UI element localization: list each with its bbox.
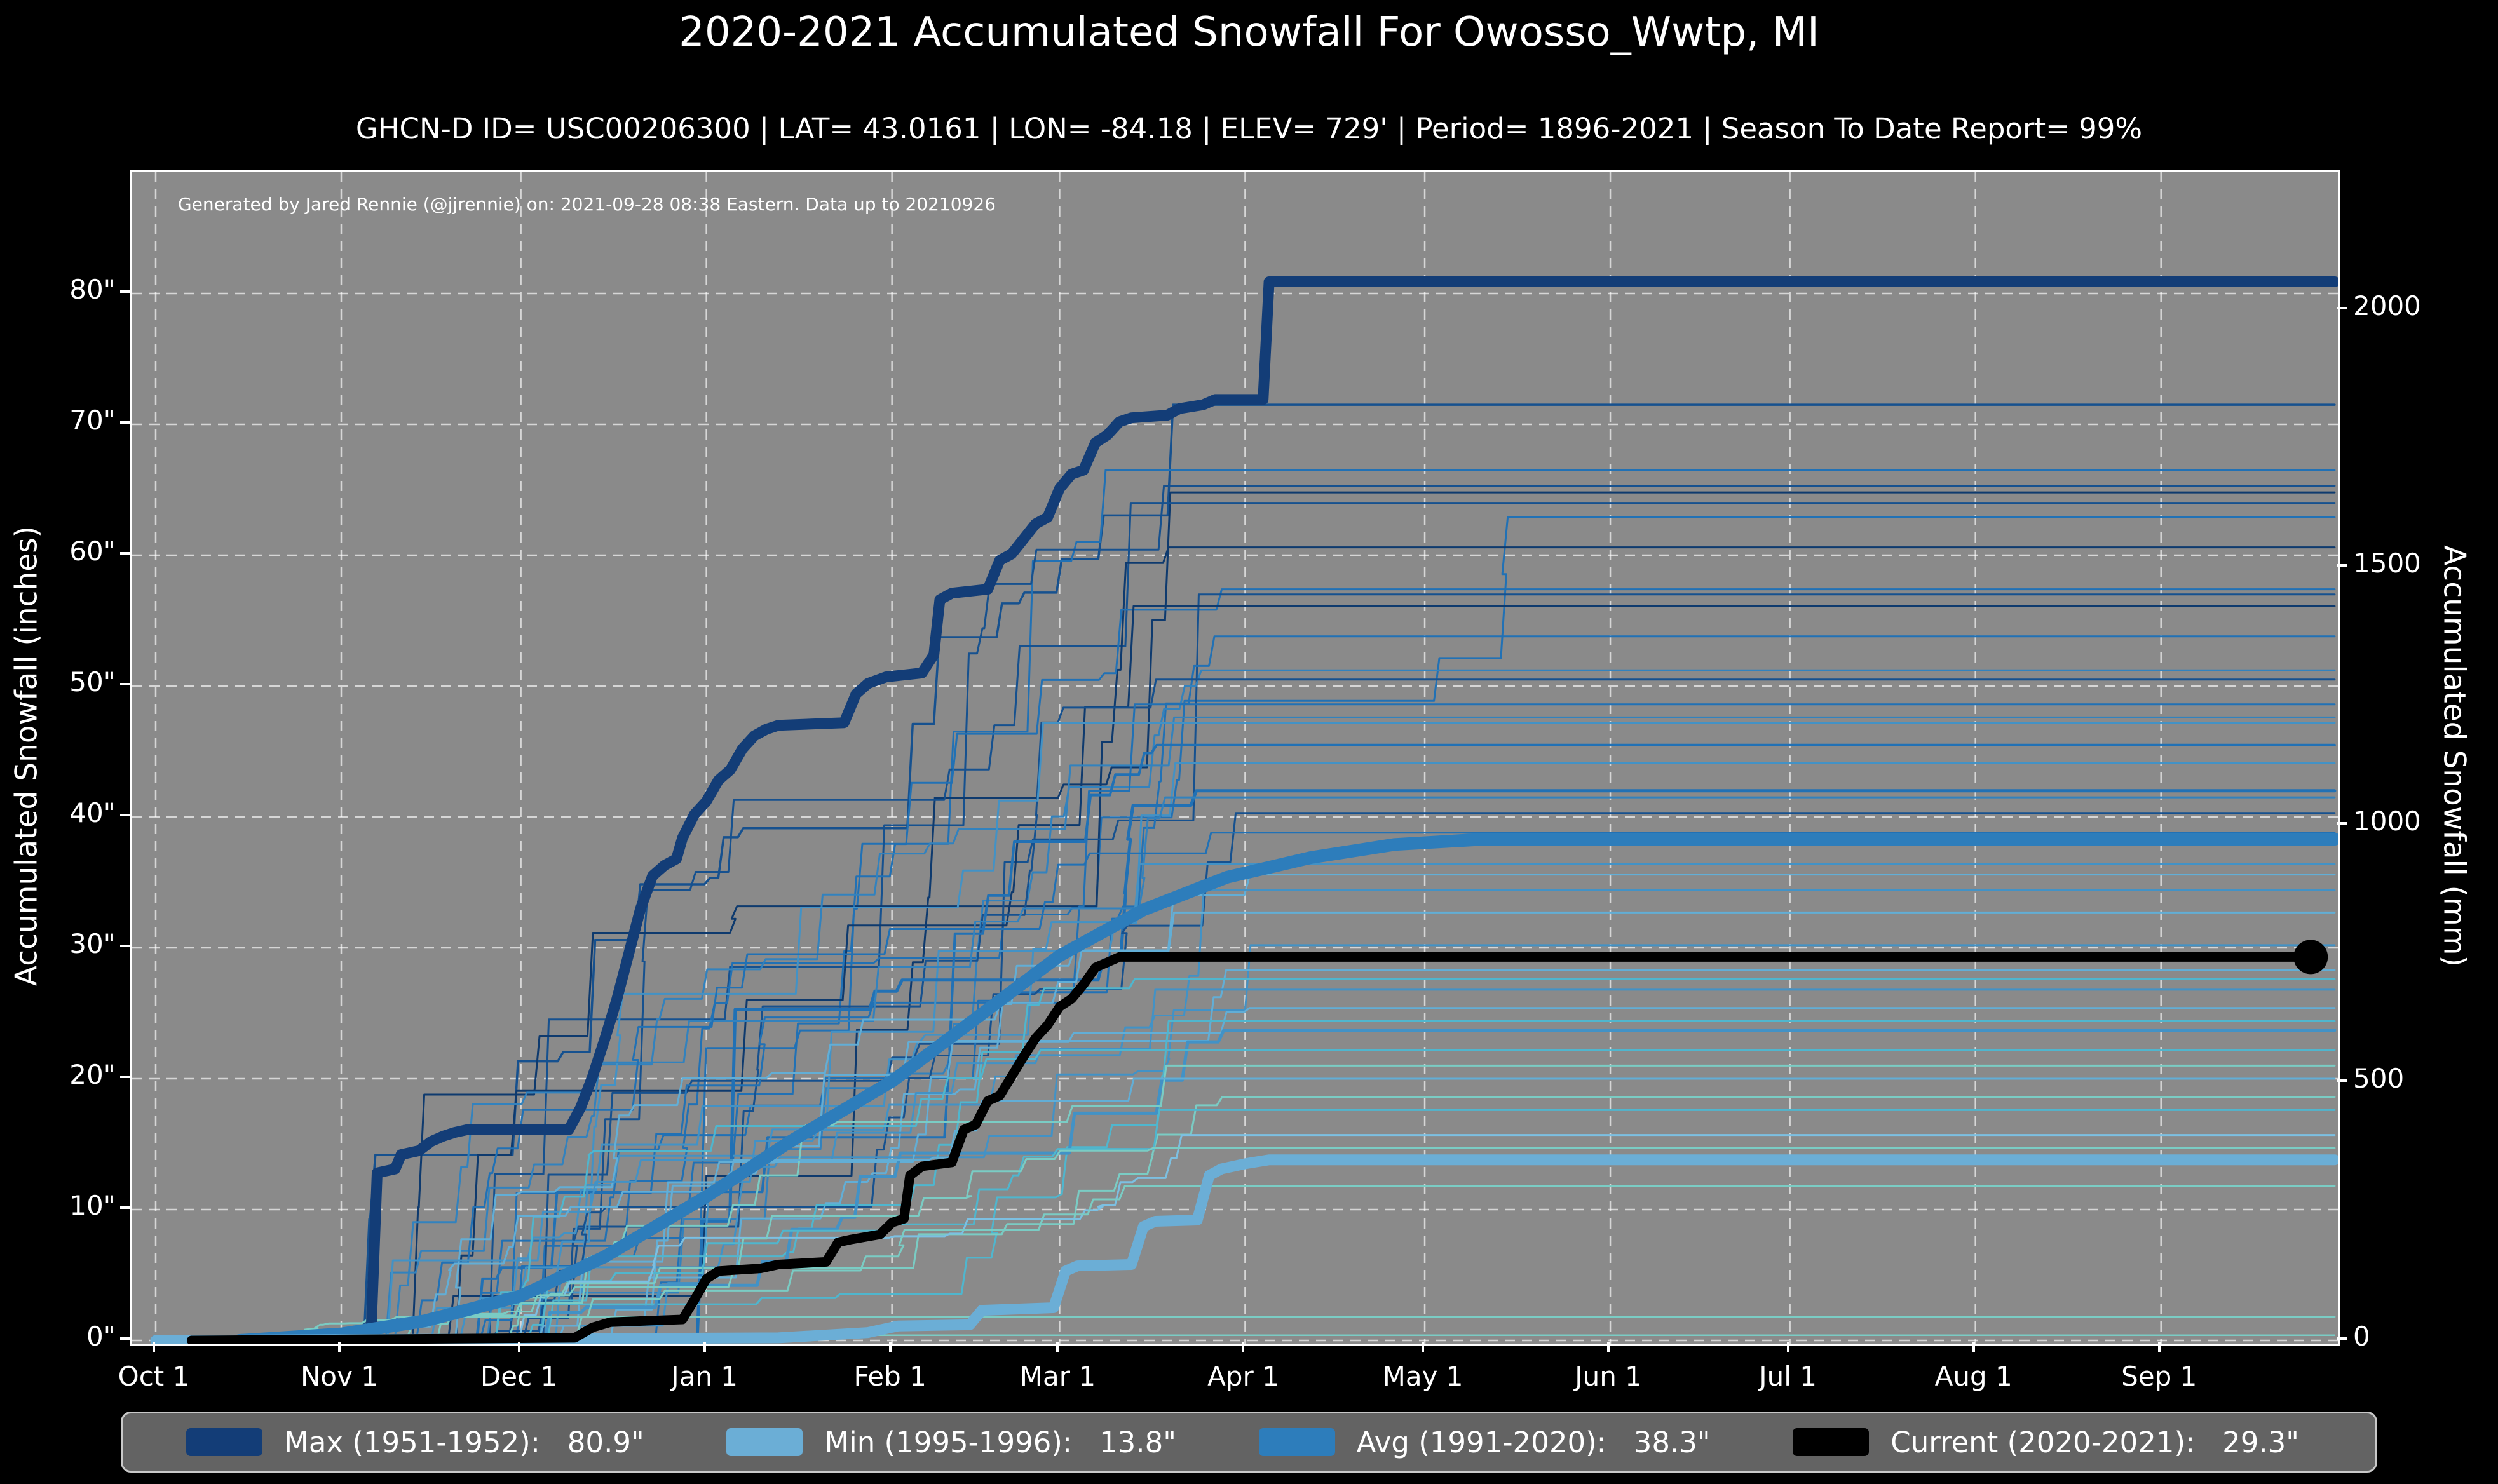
legend-item-avg: Avg (1991-2020): 38.3" <box>1258 1425 1711 1459</box>
y-tick-label-mm: 1000 <box>2353 805 2421 837</box>
y-tick-mark <box>120 1076 130 1078</box>
y-tick-label-inches: 20" <box>69 1059 116 1090</box>
y-tick-label-inches: 0" <box>86 1321 116 1352</box>
legend-swatch-max <box>186 1428 262 1456</box>
y-tick-label-inches: 50" <box>69 666 116 698</box>
x-tick-mark <box>1056 1342 1059 1352</box>
y-tick-label-mm: 500 <box>2353 1063 2405 1095</box>
legend-item-max: Max (1951-1952): 80.9" <box>186 1426 644 1459</box>
y-tick-label-mm: 0 <box>2353 1321 2370 1352</box>
x-tick-mark <box>338 1342 341 1352</box>
y-tick-mark <box>120 421 130 424</box>
y-tick-mark <box>120 814 130 816</box>
y-tick-label-mm: 2000 <box>2353 290 2421 321</box>
x-tick-label: Apr 1 <box>1207 1361 1279 1392</box>
y-tick-label-inches: 10" <box>69 1190 116 1221</box>
y-tick-label-inches: 70" <box>69 405 116 436</box>
legend-swatch-min <box>726 1428 803 1456</box>
x-tick-mark <box>703 1342 706 1352</box>
x-tick-mark <box>2157 1342 2161 1352</box>
y-axis-title-inches: Accumulated Snowfall (inches) <box>9 525 44 987</box>
x-tick-label: Jan 1 <box>671 1361 738 1392</box>
y-tick-mark <box>2337 821 2347 825</box>
y-tick-label-inches: 60" <box>69 536 116 567</box>
x-tick-label: Oct 1 <box>118 1361 190 1392</box>
y-tick-mark <box>120 683 130 685</box>
x-tick-label: Dec 1 <box>480 1361 558 1392</box>
legend-label-avg: Avg (1991-2020): 38.3" <box>1356 1425 1711 1459</box>
y-tick-mark <box>120 290 130 293</box>
y-tick-mark <box>120 1206 130 1209</box>
x-tick-label: Sep 1 <box>2121 1361 2197 1392</box>
y-tick-mark <box>2337 306 2347 309</box>
y-tick-label-inches: 30" <box>69 928 116 959</box>
x-tick-label: Aug 1 <box>1934 1361 2013 1392</box>
y-tick-label-mm: 1500 <box>2353 548 2421 579</box>
x-tick-mark <box>1972 1342 1975 1352</box>
x-tick-mark <box>1242 1342 1245 1352</box>
x-tick-mark <box>1607 1342 1610 1352</box>
x-tick-label: Nov 1 <box>300 1361 379 1392</box>
x-tick-label: Jul 1 <box>1759 1361 1817 1392</box>
plot-area: Generated by Jared Rennie (@jjrennie) on… <box>130 170 2340 1346</box>
x-tick-label: Mar 1 <box>1019 1361 1096 1392</box>
y-tick-mark <box>2337 1079 2347 1083</box>
y-tick-label-inches: 40" <box>69 797 116 828</box>
y-tick-label-inches: 80" <box>69 274 116 305</box>
legend: Max (1951-1952): 80.9" Min (1995-1996): … <box>121 1412 2377 1473</box>
annotation-text: Generated by Jared Rennie (@jjrennie) on… <box>178 194 996 215</box>
legend-label-min: Min (1995-1996): 13.8" <box>824 1425 1176 1459</box>
x-tick-label: May 1 <box>1382 1361 1463 1392</box>
legend-label-current: Current (2020-2021): 29.3" <box>1890 1425 2299 1459</box>
snowfall-chart <box>132 172 2338 1344</box>
y-tick-mark <box>120 945 130 947</box>
x-tick-mark <box>888 1342 892 1352</box>
y-tick-mark <box>2337 1337 2347 1340</box>
legend-swatch-avg <box>1258 1428 1335 1456</box>
y-tick-mark <box>120 1337 130 1340</box>
legend-item-current: Current (2020-2021): 29.3" <box>1793 1426 2299 1459</box>
chart-title: 2020-2021 Accumulated Snowfall For Owoss… <box>679 9 1819 56</box>
x-tick-label: Jun 1 <box>1575 1361 1642 1392</box>
x-tick-mark <box>1422 1342 1425 1352</box>
legend-label-max: Max (1951-1952): 80.9" <box>284 1425 644 1459</box>
y-tick-mark <box>2337 564 2347 567</box>
legend-swatch-current <box>1793 1428 1870 1456</box>
y-tick-mark <box>120 552 130 555</box>
y-axis-title-mm: Accumulated Snowfall (mm) <box>2436 545 2472 967</box>
x-tick-mark <box>153 1342 155 1352</box>
legend-item-min: Min (1995-1996): 13.8" <box>726 1426 1176 1459</box>
x-tick-label: Feb 1 <box>853 1361 927 1392</box>
x-tick-mark <box>1786 1342 1789 1352</box>
x-tick-mark <box>517 1342 520 1352</box>
chart-subtitle: GHCN-D ID= USC00206300 | LAT= 43.0161 | … <box>355 112 2143 145</box>
